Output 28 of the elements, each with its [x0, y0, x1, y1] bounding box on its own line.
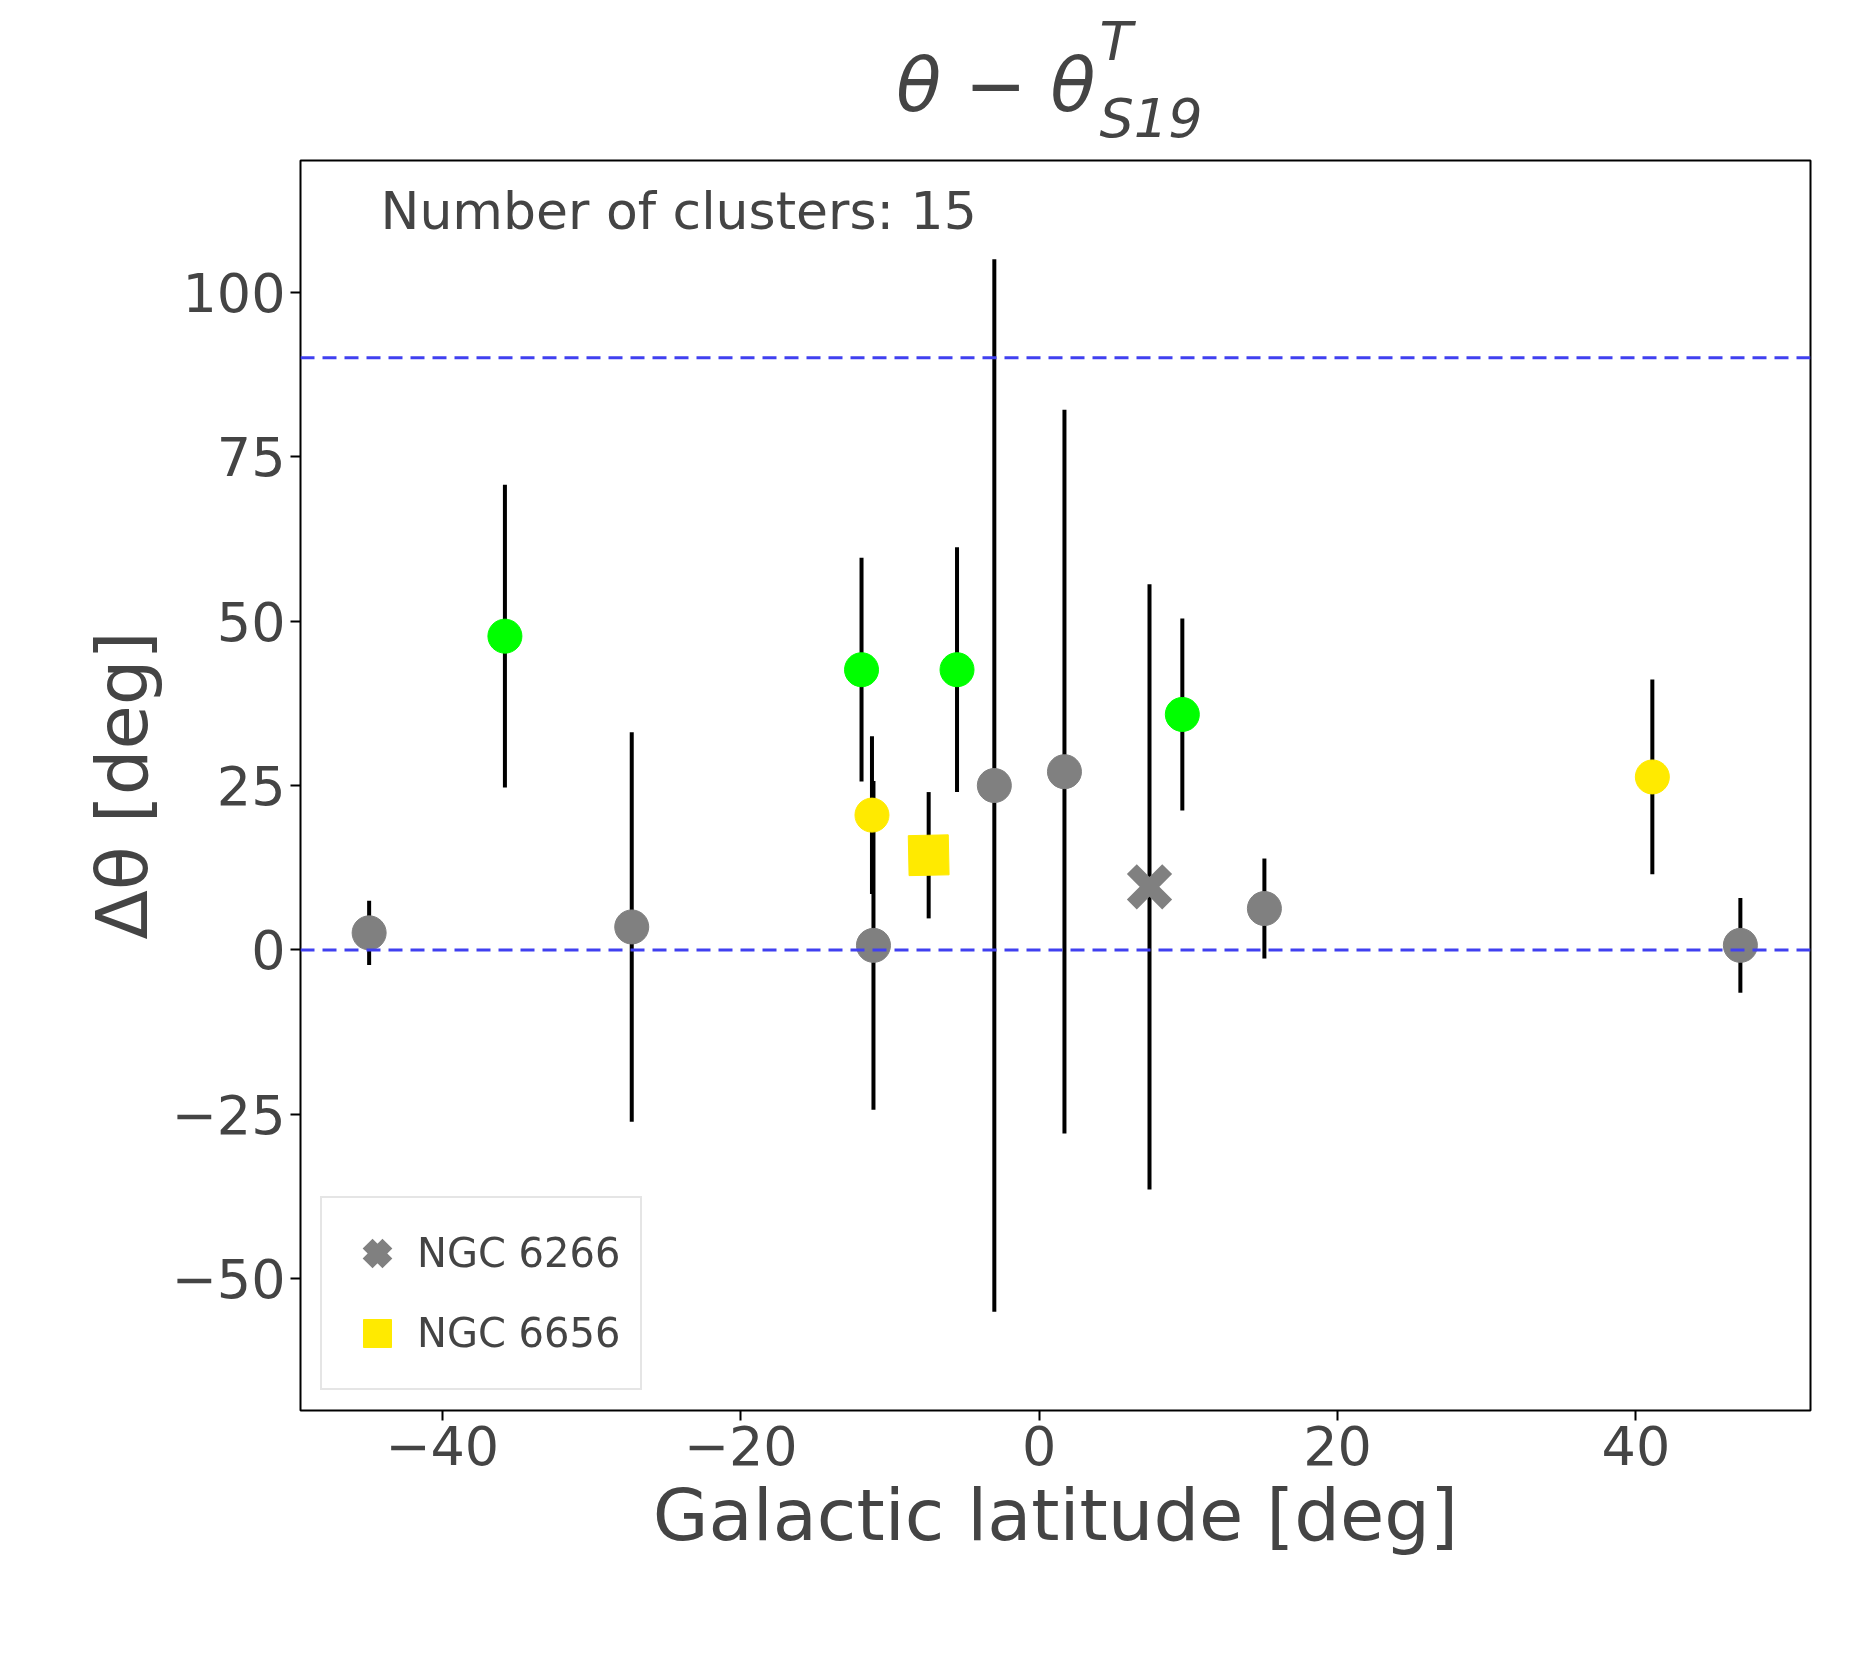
point: [1046, 754, 1082, 790]
y-axis-title: Δθ [deg]: [79, 631, 164, 940]
point: [1246, 891, 1282, 926]
point: [844, 652, 880, 688]
y-tick-label: 100: [182, 261, 286, 325]
point: [1124, 862, 1175, 912]
point: [1722, 927, 1758, 963]
x-tick-label: 40: [1601, 1414, 1671, 1478]
point: [614, 909, 650, 945]
point: [907, 834, 950, 877]
point: [1634, 759, 1670, 795]
point: [855, 927, 891, 963]
annotation: Number of clusters: 15: [380, 180, 977, 241]
legend-label: NGC 6656: [417, 1310, 621, 1356]
y-tick-label: 50: [216, 590, 286, 654]
point: [487, 618, 523, 654]
legend-label: NGC 6266: [417, 1230, 621, 1276]
y-tick-label: −50: [171, 1248, 286, 1312]
point: [976, 768, 1012, 803]
point: [939, 652, 975, 688]
x-tick-label: −40: [385, 1414, 500, 1478]
point: [351, 915, 387, 951]
point: [1164, 696, 1200, 732]
y-tick-label: 0: [251, 919, 286, 983]
y-tick-label: 25: [216, 755, 286, 818]
y-tick-label: −25: [171, 1083, 286, 1147]
point: [854, 797, 890, 833]
y-tick-label: 75: [216, 426, 286, 490]
